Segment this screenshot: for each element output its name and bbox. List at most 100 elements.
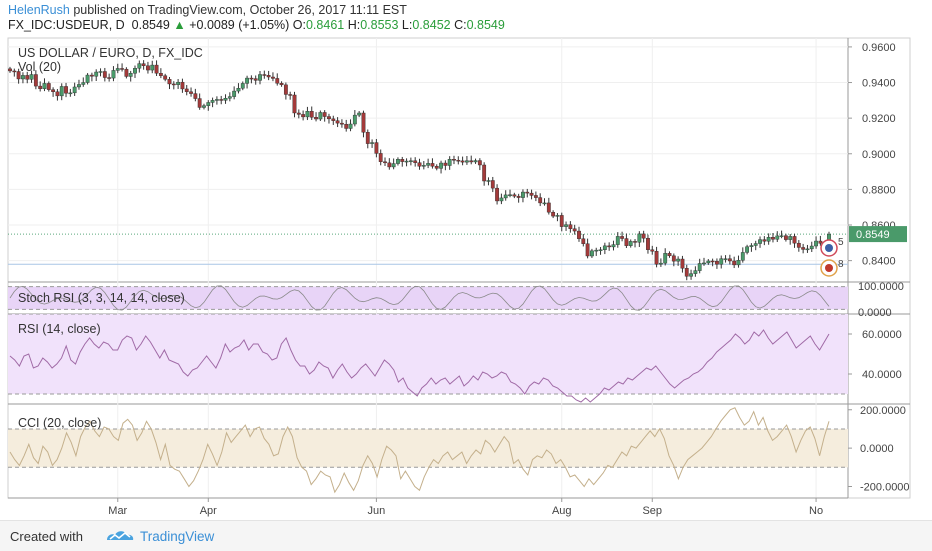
candle-down <box>529 192 534 196</box>
candle-down <box>296 112 301 115</box>
candle-up <box>305 110 310 118</box>
candle-up <box>348 123 353 129</box>
candle-down <box>581 238 586 244</box>
candle-up <box>210 100 215 103</box>
tradingview-brand[interactable]: TradingView <box>140 529 215 544</box>
open-value: 0.8461 <box>305 18 345 32</box>
candle-down <box>516 195 521 198</box>
candle-up <box>240 83 245 89</box>
candle-down <box>25 75 30 80</box>
candle-down <box>38 85 43 89</box>
footer-bar: Created with TradingView <box>0 520 932 551</box>
candle-up <box>615 236 620 245</box>
candle-down <box>340 122 344 125</box>
candle-up <box>611 244 616 248</box>
candle-up <box>391 163 396 168</box>
high-value: 0.8553 <box>360 18 399 32</box>
symbol-label: FX_IDC:USDEUR, D <box>8 18 125 32</box>
candle-down <box>469 160 474 163</box>
candle-down <box>585 243 590 257</box>
candle-down <box>650 249 655 252</box>
last-price: 0.8549 <box>131 18 170 32</box>
candle-down <box>533 195 538 198</box>
time-tick-label: Mar <box>108 505 127 517</box>
candle-down <box>12 70 17 73</box>
candle-down <box>283 84 288 95</box>
candle-down <box>818 240 823 244</box>
candle-up <box>236 88 241 92</box>
candle-up <box>486 180 491 182</box>
candle-down <box>443 162 448 166</box>
candle-up <box>115 68 120 71</box>
candle-up <box>227 96 232 99</box>
stoch-band <box>8 286 848 310</box>
candle-down <box>154 64 159 74</box>
candle-down <box>309 110 314 118</box>
close-value: 0.8549 <box>466 18 505 32</box>
candle-up <box>404 160 409 163</box>
candle-down <box>189 91 193 94</box>
candle-down <box>671 255 676 262</box>
rsi-line <box>9 329 830 403</box>
up-triangle-icon: ▲ <box>173 18 186 32</box>
candle-up <box>426 163 431 166</box>
candle-down <box>727 258 732 262</box>
candle-down <box>633 241 637 243</box>
candle-up <box>202 105 206 108</box>
candle-down <box>288 94 293 96</box>
candle-up <box>637 233 642 243</box>
candle-down <box>301 114 306 118</box>
candle-up <box>370 142 374 144</box>
candle-down <box>365 132 370 144</box>
last-price-tag-text: 0.8549 <box>856 229 890 241</box>
candle-up <box>663 253 668 264</box>
candle-up <box>206 102 211 106</box>
candle-up <box>697 263 702 271</box>
rsi-tick-label: 60.0000 <box>862 329 902 341</box>
price-tick-label: 0.8400 <box>862 256 896 268</box>
candle-down <box>783 235 788 240</box>
candle-up <box>352 114 357 125</box>
candle-up <box>805 248 810 251</box>
candle-down <box>33 74 38 87</box>
candle-down <box>262 74 267 76</box>
candle-up <box>215 99 219 101</box>
candle-up <box>508 194 512 196</box>
candle-down <box>46 83 51 90</box>
event-count-label: 8 <box>838 259 844 270</box>
candle-up <box>150 64 155 71</box>
candle-down <box>771 237 775 240</box>
author-name[interactable]: HelenRush <box>8 3 70 17</box>
candle-down <box>607 245 612 248</box>
candle-down <box>495 187 499 202</box>
candle-up <box>245 77 249 84</box>
candle-up <box>72 86 77 94</box>
candle-down <box>387 162 392 168</box>
candle-down <box>546 202 551 213</box>
tradingview-logo-icon[interactable] <box>104 527 136 545</box>
candle-up <box>439 162 443 169</box>
cci-tick-label: -200.0000 <box>860 481 910 493</box>
candle-up <box>779 235 784 237</box>
candle-down <box>158 73 163 76</box>
candle-down <box>64 86 68 94</box>
candle-down <box>551 211 556 217</box>
candle-up <box>94 71 99 77</box>
candle-down <box>796 242 801 248</box>
candle-up <box>753 243 758 246</box>
candle-up <box>42 83 47 89</box>
price-tick-label: 0.9200 <box>862 113 896 125</box>
candle-down <box>141 63 146 66</box>
publish-line: HelenRush published on TradingView.com, … <box>8 3 407 17</box>
candle-down <box>792 236 797 244</box>
candle-down <box>452 159 456 161</box>
candle-down <box>331 118 336 121</box>
candle-down <box>327 116 331 120</box>
cci-tick-label: 0.0000 <box>860 443 894 455</box>
candle-down <box>572 228 577 232</box>
candle-down <box>383 161 387 164</box>
candle-down <box>16 71 21 80</box>
chart-canvas[interactable]: 0.96000.94000.92000.90000.88000.86000.84… <box>0 0 932 520</box>
high-label: H: <box>347 18 361 32</box>
candle-down <box>490 180 495 189</box>
